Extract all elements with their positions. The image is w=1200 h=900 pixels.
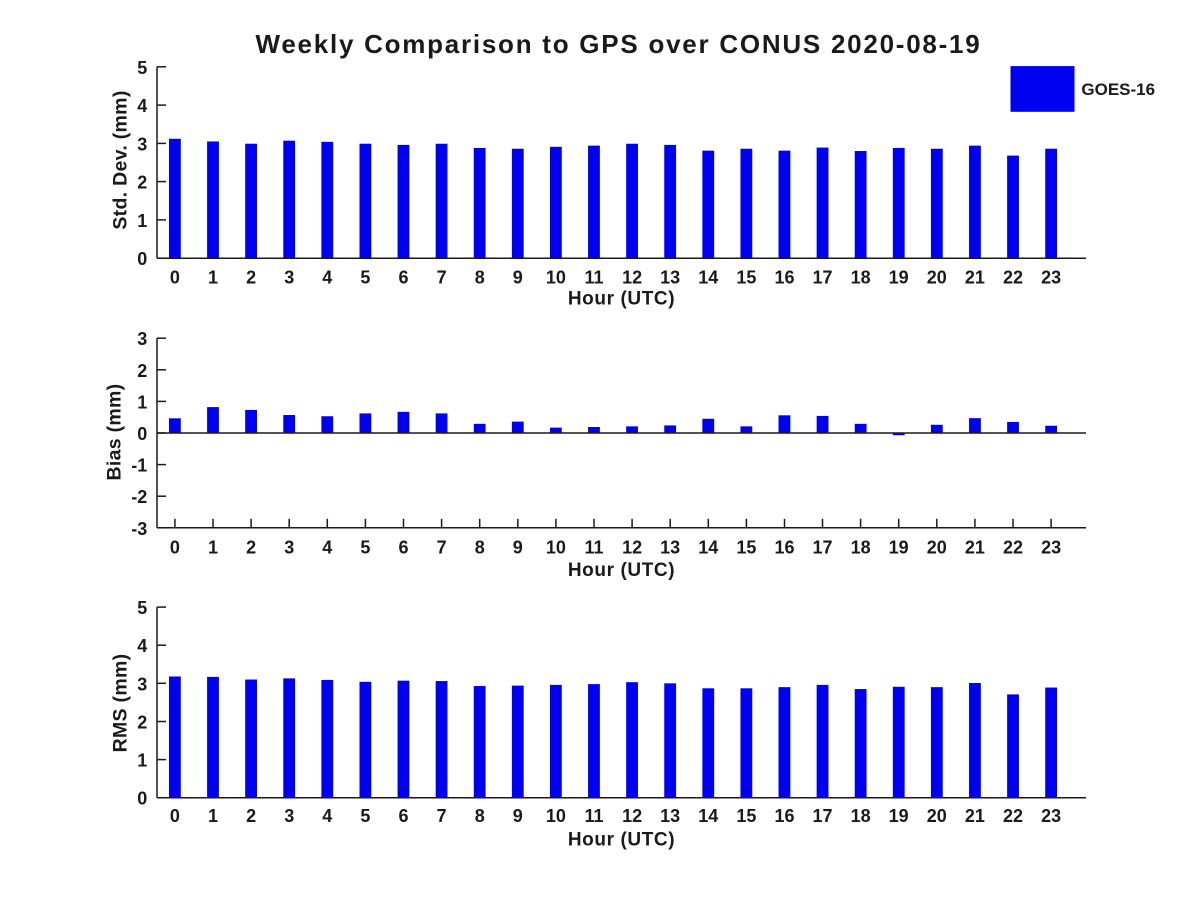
svg-text:14: 14 xyxy=(698,538,718,558)
svg-text:RMS (mm): RMS (mm) xyxy=(109,654,131,753)
svg-text:22: 22 xyxy=(1003,268,1023,288)
svg-text:13: 13 xyxy=(660,538,680,558)
svg-text:16: 16 xyxy=(774,538,794,558)
svg-text:-3: -3 xyxy=(131,519,147,539)
svg-text:3: 3 xyxy=(284,806,294,826)
svg-text:9: 9 xyxy=(513,806,523,826)
svg-text:0: 0 xyxy=(170,268,180,288)
svg-text:12: 12 xyxy=(622,268,642,288)
svg-text:7: 7 xyxy=(437,806,447,826)
svg-text:5: 5 xyxy=(137,598,147,618)
svg-text:17: 17 xyxy=(812,268,832,288)
svg-text:10: 10 xyxy=(546,806,566,826)
svg-text:GOES-16: GOES-16 xyxy=(1081,80,1155,99)
svg-text:23: 23 xyxy=(1041,268,1061,288)
svg-text:1: 1 xyxy=(137,751,147,771)
svg-text:Hour (UTC): Hour (UTC) xyxy=(568,560,675,581)
svg-text:10: 10 xyxy=(546,538,566,558)
svg-text:2: 2 xyxy=(246,538,256,558)
svg-text:3: 3 xyxy=(284,538,294,558)
svg-text:-2: -2 xyxy=(131,487,147,507)
svg-text:15: 15 xyxy=(736,538,756,558)
svg-text:12: 12 xyxy=(622,538,642,558)
svg-text:15: 15 xyxy=(736,268,756,288)
svg-text:23: 23 xyxy=(1041,806,1061,826)
svg-text:8: 8 xyxy=(475,538,485,558)
svg-text:1: 1 xyxy=(137,211,147,231)
svg-text:0: 0 xyxy=(137,789,147,809)
svg-text:1: 1 xyxy=(208,268,218,288)
svg-text:11: 11 xyxy=(584,268,603,288)
svg-text:4: 4 xyxy=(322,806,332,826)
svg-text:8: 8 xyxy=(475,268,485,288)
svg-text:6: 6 xyxy=(398,806,408,826)
svg-text:17: 17 xyxy=(812,538,832,558)
svg-text:6: 6 xyxy=(398,538,408,558)
svg-text:3: 3 xyxy=(137,134,147,154)
svg-text:12: 12 xyxy=(622,806,642,826)
svg-text:6: 6 xyxy=(398,268,408,288)
svg-text:2: 2 xyxy=(137,361,147,381)
svg-text:16: 16 xyxy=(774,268,794,288)
svg-text:0: 0 xyxy=(170,538,180,558)
svg-text:1: 1 xyxy=(137,392,147,412)
svg-text:3: 3 xyxy=(137,329,147,349)
svg-text:-1: -1 xyxy=(131,456,147,476)
svg-text:16: 16 xyxy=(774,806,794,826)
svg-text:Hour (UTC): Hour (UTC) xyxy=(568,288,675,309)
svg-text:5: 5 xyxy=(360,806,370,826)
svg-text:18: 18 xyxy=(851,538,871,558)
svg-text:2: 2 xyxy=(246,806,256,826)
svg-text:4: 4 xyxy=(322,268,332,288)
svg-text:21: 21 xyxy=(965,538,985,558)
svg-text:3: 3 xyxy=(137,674,147,694)
svg-text:0: 0 xyxy=(170,806,180,826)
svg-text:1: 1 xyxy=(208,806,218,826)
svg-text:20: 20 xyxy=(927,806,947,826)
svg-text:Std. Dev. (mm): Std. Dev. (mm) xyxy=(110,90,132,229)
svg-text:4: 4 xyxy=(322,538,332,558)
svg-text:18: 18 xyxy=(851,806,871,826)
svg-text:4: 4 xyxy=(137,96,147,116)
svg-text:5: 5 xyxy=(360,268,370,288)
svg-text:5: 5 xyxy=(360,538,370,558)
svg-text:20: 20 xyxy=(927,538,947,558)
svg-text:21: 21 xyxy=(965,806,985,826)
svg-text:9: 9 xyxy=(513,268,523,288)
svg-text:Weekly Comparison to GPS over: Weekly Comparison to GPS over CONUS 2020… xyxy=(256,29,982,59)
svg-text:13: 13 xyxy=(660,268,680,288)
svg-text:7: 7 xyxy=(437,268,447,288)
svg-text:17: 17 xyxy=(812,806,832,826)
svg-text:13: 13 xyxy=(660,806,680,826)
svg-text:4: 4 xyxy=(137,636,147,656)
svg-text:18: 18 xyxy=(851,268,871,288)
svg-text:Bias (mm): Bias (mm) xyxy=(104,384,126,481)
svg-text:5: 5 xyxy=(137,58,147,78)
svg-text:8: 8 xyxy=(475,806,485,826)
svg-text:19: 19 xyxy=(889,806,909,826)
svg-text:1: 1 xyxy=(208,538,218,558)
svg-text:23: 23 xyxy=(1041,538,1061,558)
svg-text:11: 11 xyxy=(584,806,603,826)
svg-text:2: 2 xyxy=(137,173,147,193)
svg-text:14: 14 xyxy=(698,268,718,288)
svg-text:3: 3 xyxy=(284,268,294,288)
svg-text:Hour (UTC): Hour (UTC) xyxy=(568,830,675,851)
svg-text:7: 7 xyxy=(437,538,447,558)
svg-text:2: 2 xyxy=(137,713,147,733)
svg-text:22: 22 xyxy=(1003,806,1023,826)
svg-text:19: 19 xyxy=(889,538,909,558)
svg-text:22: 22 xyxy=(1003,538,1023,558)
svg-text:9: 9 xyxy=(513,538,523,558)
svg-text:14: 14 xyxy=(698,806,718,826)
svg-text:19: 19 xyxy=(889,268,909,288)
svg-text:10: 10 xyxy=(546,268,566,288)
svg-text:0: 0 xyxy=(137,424,147,444)
svg-text:15: 15 xyxy=(736,806,756,826)
svg-text:11: 11 xyxy=(584,538,603,558)
svg-text:0: 0 xyxy=(137,249,147,269)
svg-text:21: 21 xyxy=(965,268,985,288)
svg-text:20: 20 xyxy=(927,268,947,288)
svg-text:2: 2 xyxy=(246,268,256,288)
